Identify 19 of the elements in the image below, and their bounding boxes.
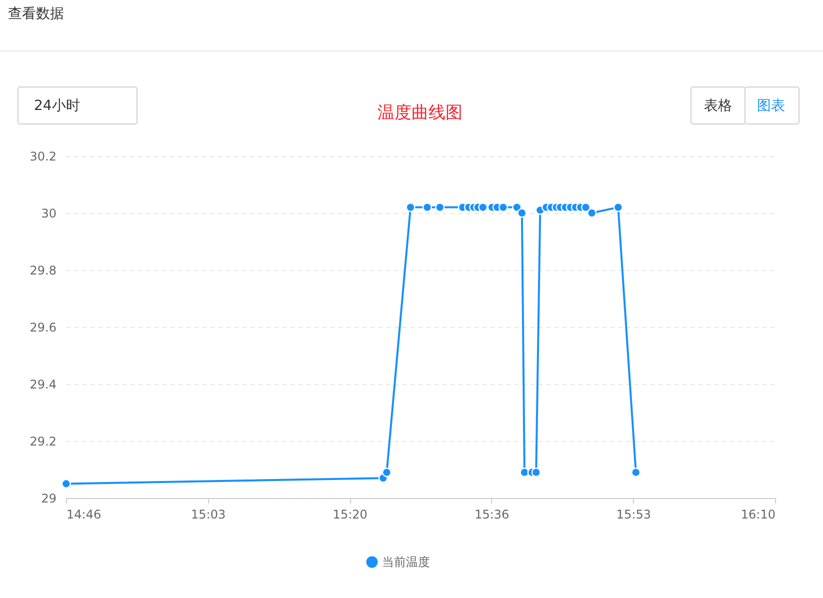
legend-label: 当前温度 [382,555,430,569]
y-tick-label: 30.2 [30,150,56,164]
y-tick-label: 29 [41,492,56,506]
text: 图表 [757,98,785,114]
x-tick-label: 14:46 [66,508,102,522]
x-tick-label: 15:36 [474,508,510,522]
x-tick-label: 15:53 [616,508,651,522]
chart-title: 温度曲线图 [378,103,462,123]
x-tick-label: 15:20 [332,508,368,522]
x-tick-label: 15:03 [191,508,226,522]
y-tick-label: 30 [41,206,56,220]
text: 查看数据 [8,6,64,22]
text: 24小时 [34,98,80,114]
y-tick-label: 29.6 [30,320,56,334]
x-tick-label: 16:10 [740,508,776,522]
y-tick-label: 29.2 [30,434,56,448]
y-tick-label: 29.8 [30,264,56,278]
y-tick-label: 29.4 [30,378,56,392]
text: 表格 [704,98,732,114]
